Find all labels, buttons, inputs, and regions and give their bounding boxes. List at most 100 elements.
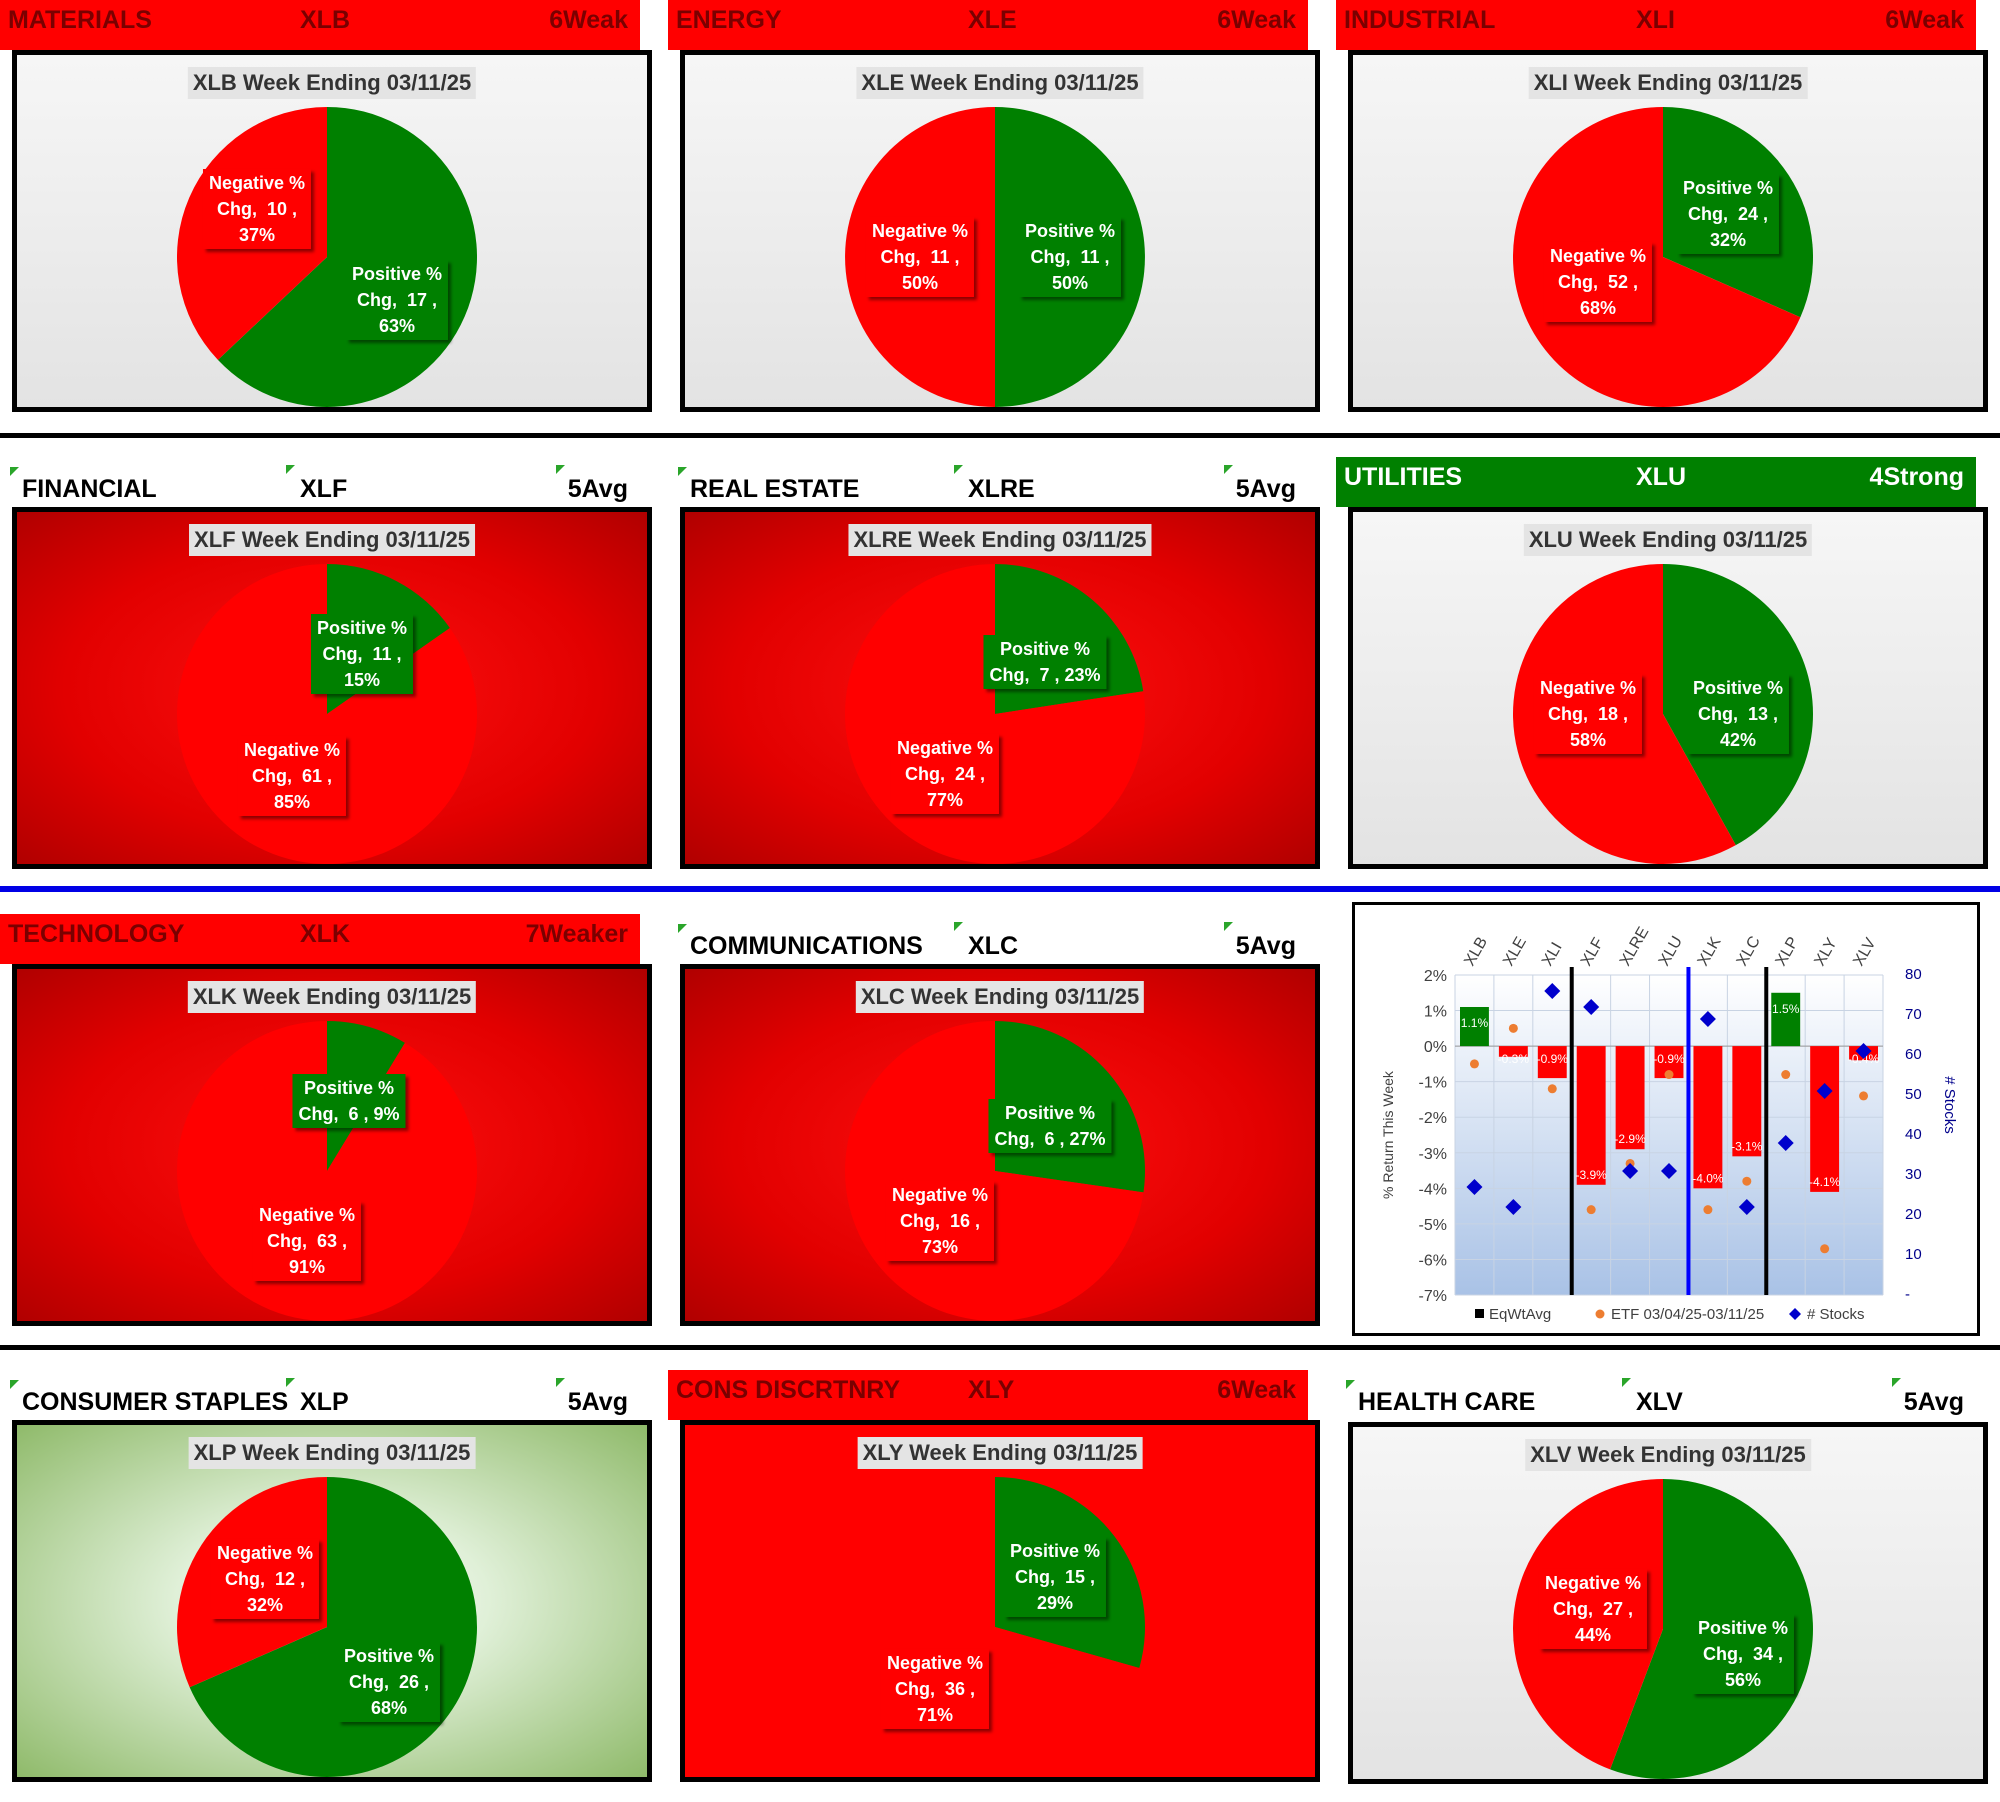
pie-label-positive: Positive % Chg, 17 , 63% xyxy=(345,260,449,340)
legend-label: # Stocks xyxy=(1807,1306,1865,1323)
bar-data-label: -0.9% xyxy=(1653,1052,1685,1066)
pie-title: XLK Week Ending 03/11/25 xyxy=(187,981,477,1013)
y2-tick-label: 10 xyxy=(1905,1246,1922,1263)
sector-header: HEALTH CARE XLV 5Avg xyxy=(1336,1370,1976,1420)
sector-header: INDUSTRIAL XLI 6Weak xyxy=(1336,0,1976,50)
separator-line xyxy=(0,1345,2000,1350)
y2-axis-title: # Stocks xyxy=(1941,1076,1958,1134)
comment-marker xyxy=(10,467,19,476)
sector-panel-xlc: COMMUNICATIONS XLC 5Avg XLC Week Ending 03/… xyxy=(668,914,1320,1354)
x-tick-label: XLE xyxy=(1500,934,1530,969)
x-tick-label: XLK xyxy=(1695,934,1725,969)
pie-label-negative: Negative % Chg, 27 , 44% xyxy=(1538,1569,1648,1649)
y-tick-label: -4% xyxy=(1419,1181,1447,1198)
pie-title: XLV Week Ending 03/11/25 xyxy=(1525,1439,1811,1471)
x-tick-label: XLI xyxy=(1539,940,1566,969)
comment-marker xyxy=(1622,1378,1631,1387)
sector-rating: 6Weak xyxy=(549,6,628,34)
pie-title: XLP Week Ending 03/11/25 xyxy=(188,1437,476,1469)
sector-rating: 7Weaker xyxy=(525,920,628,948)
y2-tick-label: 50 xyxy=(1905,1086,1922,1103)
sector-rating: 4Strong xyxy=(1869,463,1964,491)
pie-title: XLRE Week Ending 03/11/25 xyxy=(848,524,1152,556)
pie-panel: XLY Week Ending 03/11/25 Positive % Chg, … xyxy=(680,1420,1320,1782)
bar-xle xyxy=(1498,1046,1528,1057)
pie-panel: XLRE Week Ending 03/11/25 Positive % Chg,… xyxy=(680,507,1320,869)
stocks-point-xlk xyxy=(1699,1011,1716,1027)
sector-name: MATERIALS xyxy=(8,6,152,34)
pie-panel: XLB Week Ending 03/11/25 Positive % Chg, … xyxy=(12,50,652,412)
y-tick-label: -3% xyxy=(1419,1146,1447,1163)
pie-panel: XLI Week Ending 03/11/25 Positive % Chg, … xyxy=(1348,50,1988,412)
bar-data-label: -0.4% xyxy=(1848,1052,1880,1066)
stocks-point-xle xyxy=(1505,1199,1522,1215)
stocks-point-xlu xyxy=(1661,1163,1677,1179)
comment-marker xyxy=(678,924,687,933)
pie-label-positive: Positive % Chg, 34 , 56% xyxy=(1691,1614,1795,1694)
sector-name: UTILITIES xyxy=(1344,463,1463,491)
bar-xlb xyxy=(1460,1007,1489,1047)
sector-panel-xlf: FINANCIAL XLF 5Avg XLF Week Ending 03/11/25… xyxy=(0,457,652,897)
y-tick-label: 1% xyxy=(1424,1004,1447,1021)
y2-tick-label: 20 xyxy=(1905,1206,1922,1223)
x-tick-label: XLF xyxy=(1578,935,1608,969)
sector-rating: 5Avg xyxy=(1235,932,1296,960)
pie-panel: XLC Week Ending 03/11/25 Positive % Chg, … xyxy=(680,964,1320,1326)
y-tick-label: 2% xyxy=(1424,968,1447,985)
sector-header: REAL ESTATE XLRE 5Avg xyxy=(668,457,1308,507)
bar-chart-svg: 2% 1% 0% -1% -2% -3% -4% -5% -6% -7% 80 70 60 50 40 30 2… xyxy=(1380,924,1958,1323)
y2-tick-label: 70 xyxy=(1905,1006,1922,1023)
stocks-point-xlv xyxy=(1855,1043,1872,1059)
comment-marker xyxy=(286,465,295,474)
sector-header: UTILITIES XLU 4Strong xyxy=(1336,457,1976,507)
sector-rating: 6Weak xyxy=(1217,6,1296,34)
pie-title: XLC Week Ending 03/11/25 xyxy=(855,981,1145,1013)
pie-title: XLF Week Ending 03/11/25 xyxy=(189,524,475,556)
sector-name: TECHNOLOGY xyxy=(8,920,185,948)
comment-marker xyxy=(10,1380,19,1389)
y-tick-label: -6% xyxy=(1419,1252,1447,1269)
pie-label-positive: Positive % Chg, 26 , 68% xyxy=(337,1642,441,1722)
comment-marker xyxy=(1346,1380,1355,1389)
pie-panel: XLP Week Ending 03/11/25 Positive % Chg, … xyxy=(12,1420,652,1782)
sector-ticker: XLP xyxy=(300,1388,349,1416)
pie-label-negative: Negative % Chg, 11 , 50% xyxy=(865,217,975,297)
sector-name: FINANCIAL xyxy=(22,475,157,503)
y-axis-title: % Return This Week xyxy=(1380,1070,1396,1199)
etf-point-xlb xyxy=(1469,1059,1479,1069)
comment-marker xyxy=(1224,922,1233,931)
bar-xlp xyxy=(1771,992,1801,1047)
pie-title: XLI Week Ending 03/11/25 xyxy=(1528,67,1808,99)
bar-data-label: 1.5% xyxy=(1772,1002,1800,1016)
pie-title: XLY Week Ending 03/11/25 xyxy=(857,1437,1143,1469)
sector-panel-xlb: MATERIALS XLB 6Weak XLB Week Ending 03/11/2… xyxy=(0,0,652,440)
legend-swatch-eqwtavg xyxy=(1475,1309,1484,1318)
bar-xlk xyxy=(1693,1046,1723,1189)
etf-point-xlf xyxy=(1586,1205,1596,1215)
x-tick-label: XLRE xyxy=(1617,924,1653,969)
pie-label-positive: Positive % Chg, 6 , 9% xyxy=(292,1074,406,1128)
pie-label-negative: Negative % Chg, 12 , 32% xyxy=(210,1539,320,1619)
sector-panel-xlre: REAL ESTATE XLRE 5Avg XLRE Week Ending 03/1… xyxy=(668,457,1320,897)
stocks-point-xlb xyxy=(1466,1179,1483,1195)
pie-label-negative: Negative % Chg, 16 , 73% xyxy=(885,1181,995,1261)
bar-xlf xyxy=(1576,1046,1606,1185)
pie-title: XLE Week Ending 03/11/25 xyxy=(856,67,1144,99)
comment-marker xyxy=(286,1378,295,1387)
separator-line xyxy=(0,886,2000,892)
sector-panel-xlv: HEALTH CARE XLV 5Avg XLV Week Ending 03/11/… xyxy=(1336,1370,1988,1802)
etf-point-xly xyxy=(1820,1244,1830,1254)
sector-name: CONSUMER STAPLES xyxy=(22,1388,289,1416)
bar-xli xyxy=(1537,1046,1567,1079)
sector-header: MATERIALS XLB 6Weak xyxy=(0,0,640,50)
bar-xlre xyxy=(1615,1046,1645,1150)
pie-label-positive: Positive % Chg, 13 , 42% xyxy=(1686,674,1790,754)
sector-header: CONS DISCRTNRY XLY 6Weak xyxy=(668,1370,1308,1420)
pie-label-positive: Positive % Chg, 11 , 15% xyxy=(310,614,414,694)
y2-tick-label: 60 xyxy=(1905,1046,1922,1063)
stocks-point-xly xyxy=(1816,1083,1833,1099)
pie-chart xyxy=(177,564,478,864)
pie-chart xyxy=(177,107,477,407)
sector-rating: 5Avg xyxy=(567,1388,628,1416)
sector-name: CONS DISCRTNRY xyxy=(676,1376,901,1404)
